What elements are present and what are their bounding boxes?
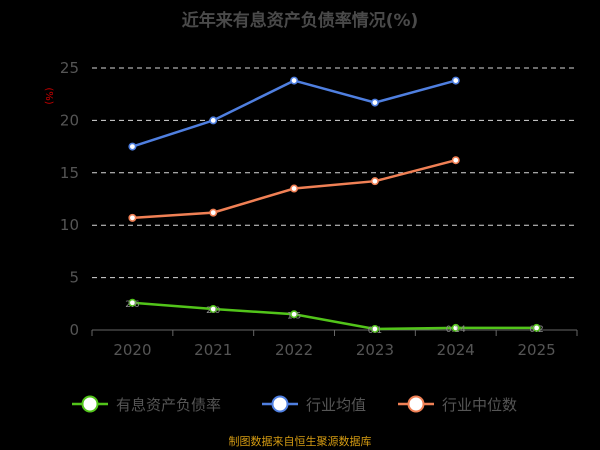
- legend-marker: [407, 395, 425, 413]
- series-lines: [128, 76, 541, 333]
- data-label: 2.0: [206, 306, 221, 316]
- data-point: [532, 323, 541, 332]
- y-tick-label: 15: [60, 164, 79, 182]
- x-tick-label: 2020: [113, 341, 151, 359]
- x-tick-label: 2025: [517, 341, 555, 359]
- data-point: [209, 208, 218, 217]
- y-tick-label: 0: [69, 321, 79, 339]
- x-tick-label: 2021: [194, 341, 232, 359]
- data-point: [370, 98, 379, 107]
- x-tick-label: 2022: [275, 341, 313, 359]
- data-labels: 2.6 2.0 1.5 0.1 0.14 0.2: [125, 300, 543, 336]
- data-point: [290, 76, 299, 85]
- source-note: 制图数据来自恒生聚源数据库: [228, 435, 372, 448]
- data-point: [290, 184, 299, 193]
- data-point: [128, 298, 137, 307]
- data-point: [451, 156, 460, 165]
- data-point: [209, 305, 218, 314]
- series-line-1: [132, 301, 537, 331]
- legend-marker: [81, 395, 99, 413]
- y-axis-unit: (%): [43, 87, 54, 104]
- data-point: [209, 116, 218, 125]
- y-tick-label: 5: [69, 269, 79, 287]
- legend-label: 行业中位数: [442, 396, 517, 414]
- y-tick-label: 10: [60, 216, 79, 234]
- x-tick-label: 2024: [437, 341, 475, 359]
- data-label: 0.1: [368, 326, 382, 336]
- legend-marker: [271, 395, 289, 413]
- legend-label: 行业均值: [306, 396, 366, 414]
- series-line-2: [132, 79, 457, 148]
- data-label: 0.2: [529, 325, 543, 335]
- legend: 有息资产负债率 行业均值 行业中位数: [72, 395, 517, 414]
- data-point: [128, 213, 137, 222]
- chart-title: 近年来有息资产负债率情况(%): [181, 11, 419, 31]
- data-point: [128, 142, 137, 151]
- x-tick-label: 2023: [356, 341, 394, 359]
- data-point: [451, 76, 460, 85]
- y-tick-label: 25: [60, 59, 79, 77]
- gridlines: [92, 67, 577, 279]
- data-point: [370, 177, 379, 186]
- data-label: 0.14: [446, 325, 466, 335]
- data-point: [370, 324, 379, 333]
- legend-label: 有息资产负债率: [116, 396, 221, 414]
- data-point: [451, 323, 460, 332]
- y-tick-label: 20: [60, 111, 79, 129]
- data-label: 2.6: [125, 300, 140, 310]
- data-point: [290, 310, 299, 319]
- data-label: 1.5: [287, 311, 301, 321]
